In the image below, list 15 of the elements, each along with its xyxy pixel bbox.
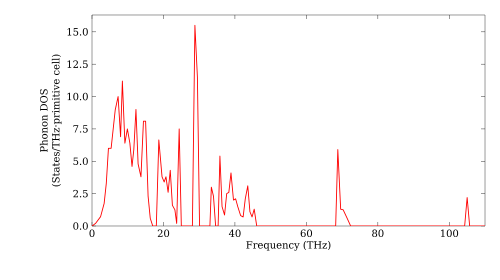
y-tick-label: 15.0 — [68, 28, 88, 36]
x-tick-label: 0 — [89, 230, 95, 238]
y-tick-label: 0.0 — [73, 222, 88, 230]
x-tick-label: 60 — [300, 230, 312, 238]
y-tick-label: 2.5 — [73, 190, 88, 198]
x-tick-label: 20 — [158, 230, 170, 238]
y-tick-label: 10.0 — [68, 92, 88, 100]
y-axis-title: Phonon DOS (States/THz·primitive cell) — [40, 54, 62, 186]
y-tick-label: 5.0 — [73, 157, 88, 166]
y-tick-label: 12.5 — [68, 60, 88, 68]
x-tick-label: 80 — [372, 230, 384, 238]
x-tick-label: 40 — [228, 230, 241, 238]
x-axis-title: Frequency (THz) — [246, 240, 330, 251]
x-tick-label: 100 — [440, 230, 458, 238]
y-tick-label: 7.5 — [73, 125, 88, 133]
